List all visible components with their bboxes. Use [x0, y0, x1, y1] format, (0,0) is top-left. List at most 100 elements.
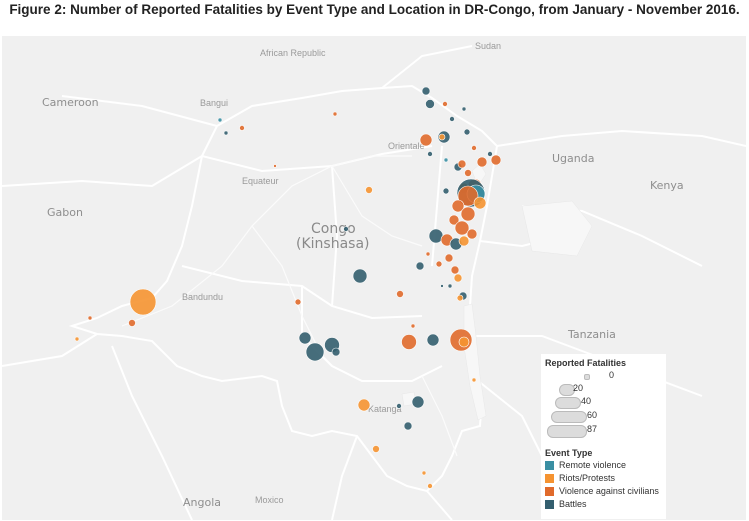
size-label: 60 [587, 410, 598, 420]
lake-victoria [521, 200, 593, 257]
type-label: Riots/Protests [559, 473, 616, 483]
map-area[interactable]: African Republic Sudan Cameroon Bangui O… [2, 36, 746, 520]
marker-civilians [273, 164, 277, 168]
legend-type-row: Battles [545, 499, 665, 511]
marker-battles [223, 130, 229, 136]
marker-battles [421, 86, 431, 96]
marker-civilians [410, 323, 416, 329]
type-label: Violence against civilians [559, 486, 659, 496]
marker-civilians [294, 298, 302, 306]
label-moxico: Moxico [255, 495, 284, 505]
label-kinshasa: (Kinshasa) [296, 236, 370, 252]
marker-riots [456, 294, 464, 302]
marker-riots [427, 483, 433, 489]
marker-civilians [396, 290, 404, 298]
marker-battles [426, 333, 440, 347]
marker-civilians [425, 251, 431, 257]
legend-size-row: 87 [541, 424, 666, 438]
marker-civilians [476, 156, 488, 168]
marker-battles [487, 151, 493, 157]
size-swatch-0 [584, 374, 590, 380]
marker-battles [463, 128, 471, 136]
label-sudan: Sudan [475, 41, 501, 51]
label-gabon: Gabon [47, 206, 83, 219]
marker-civilians [442, 101, 448, 107]
marker-civilians [444, 253, 454, 263]
marker-riots [438, 133, 446, 141]
marker-civilians [435, 260, 443, 268]
marker-civilians [490, 154, 502, 166]
marker-battles [427, 151, 433, 157]
label-uganda: Uganda [552, 152, 594, 165]
marker-civilians [471, 145, 477, 151]
marker-civilians [87, 315, 93, 321]
swatch-remote-violence [545, 461, 554, 470]
map-legend: Reported Fatalities 0 20 40 60 87 Event … [541, 354, 666, 519]
marker-civilians [128, 319, 136, 327]
size-swatch-20 [559, 384, 575, 396]
label-orientale: Orientale [388, 141, 425, 151]
size-label: 20 [573, 383, 584, 393]
marker-riots [458, 336, 470, 348]
marker-battles [331, 347, 341, 357]
marker-battles [440, 284, 444, 288]
marker-battles [403, 421, 413, 431]
swatch-battles [545, 500, 554, 509]
label-bangui: Bangui [200, 98, 228, 108]
legend-size-row: 20 [541, 383, 666, 396]
label-equateur: Equateur [242, 176, 279, 186]
marker-riots [372, 445, 380, 453]
marker-riots [365, 186, 373, 194]
marker-battles [396, 403, 402, 409]
marker-civilians [239, 125, 245, 131]
legend-size-row: 40 [541, 396, 666, 409]
marker-remote [443, 157, 449, 163]
type-label: Remote violence [559, 460, 627, 470]
label-kenya: Kenya [650, 179, 684, 192]
marker-civilians [450, 265, 460, 275]
event-markers [74, 86, 502, 489]
marker-battles [425, 99, 435, 109]
type-label: Battles [559, 499, 587, 509]
swatch-riots-protests [545, 474, 554, 483]
figure-title: Figure 2: Number of Reported Fatalities … [9, 2, 740, 17]
size-label: 40 [581, 396, 592, 406]
legend-type-row: Remote violence [545, 460, 665, 472]
size-label: 0 [609, 370, 615, 380]
marker-battles [447, 283, 453, 289]
marker-civilians [457, 185, 479, 207]
label-car: African Republic [260, 48, 326, 58]
marker-riots [357, 398, 371, 412]
label-bandundu: Bandundu [182, 292, 223, 302]
rivers [121, 155, 458, 457]
map-canvas: African Republic Sudan Cameroon Bangui O… [2, 41, 746, 520]
legend-type-title: Event Type [545, 448, 593, 458]
legend-size-row: 60 [541, 410, 666, 423]
marker-civilians [451, 199, 465, 213]
marker-riots [453, 273, 463, 283]
marker-battles [461, 106, 467, 112]
marker-civilians [401, 334, 417, 350]
map-labels: African Republic Sudan Cameroon Bangui O… [42, 41, 684, 509]
legend-type-row: Violence against civilians [545, 486, 665, 498]
marker-remote [217, 117, 223, 123]
size-swatch-40 [555, 397, 581, 409]
size-label: 87 [587, 424, 598, 434]
marker-civilians [332, 111, 338, 117]
marker-battles [298, 331, 312, 345]
marker-riots [473, 196, 487, 210]
marker-battles [442, 187, 450, 195]
size-swatch-60 [551, 411, 587, 423]
country-borders [2, 45, 746, 520]
marker-civilians [457, 159, 467, 169]
marker-battles [343, 226, 349, 232]
marker-civilians [460, 206, 476, 222]
marker-riots [421, 470, 427, 476]
marker-riots [458, 235, 470, 247]
lake-tanganyika [463, 303, 487, 421]
label-tanzania: Tanzania [567, 328, 616, 341]
marker-battles [352, 268, 368, 284]
legend-type-row: Riots/Protests [545, 473, 665, 485]
label-congo: Congo [311, 221, 356, 237]
marker-civilians [454, 220, 470, 236]
